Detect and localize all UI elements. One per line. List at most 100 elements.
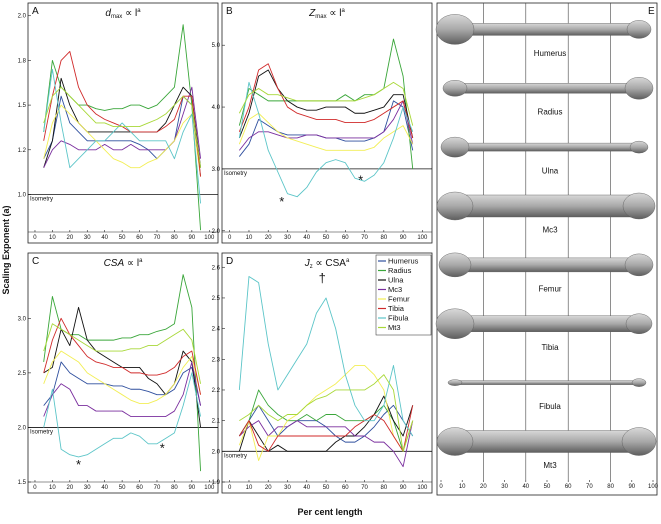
- x-tick-label: 80: [607, 484, 614, 490]
- legend-label: Mt3: [388, 323, 401, 332]
- title-sup: a: [342, 8, 346, 14]
- series-line: [43, 372, 202, 458]
- y-tick-label: 4.0: [212, 105, 221, 111]
- y-tick-label: 2.0: [18, 14, 27, 20]
- bone-end: [435, 14, 475, 45]
- bone-name: Fibula: [539, 402, 561, 411]
- bone-name: Tibia: [541, 343, 559, 352]
- x-tick-label: 60: [565, 484, 572, 490]
- x-tick-label: 30: [84, 235, 91, 241]
- y-tick-label: 2.0: [212, 449, 221, 455]
- y-tick-label: 2.6: [212, 265, 221, 271]
- title-rest: ∝ l: [122, 8, 137, 19]
- x-tick-label: 10: [49, 485, 56, 491]
- bone-end: [625, 313, 653, 334]
- series-line: [43, 350, 202, 404]
- bone-end: [440, 136, 470, 158]
- y-tick-label: 1.5: [18, 103, 27, 109]
- bone-end: [436, 191, 474, 221]
- y-tick-label: 2.2: [212, 388, 221, 394]
- x-tick-label: 80: [171, 235, 178, 241]
- x-tick-label: 0: [33, 235, 37, 241]
- x-tick-label: 60: [136, 235, 143, 241]
- series-line: [238, 364, 414, 461]
- panel-frame: [27, 252, 219, 494]
- bone-image: [442, 77, 654, 100]
- x-tick-label: 70: [154, 235, 161, 241]
- x-tick-label: 40: [101, 235, 108, 241]
- x-tick-label: 30: [284, 235, 291, 241]
- x-tick-label: 60: [136, 485, 143, 491]
- series-line: [43, 317, 202, 395]
- series-line: [238, 404, 414, 443]
- bone-end: [447, 379, 463, 386]
- x-tick-label: 70: [361, 235, 368, 241]
- x-tick-label: 30: [84, 485, 91, 491]
- isometry-label: Isometry: [224, 171, 247, 177]
- bone-end: [622, 192, 656, 220]
- x-tick-label: 50: [323, 485, 330, 491]
- legend-label: Radius: [388, 266, 412, 275]
- series-line: [43, 86, 202, 168]
- x-tick-label: 20: [66, 235, 73, 241]
- y-tick-label: 2.5: [18, 371, 27, 377]
- bone-end: [438, 252, 472, 278]
- title-sup: a: [139, 258, 143, 264]
- bone-end: [436, 427, 474, 456]
- bone-name: Mt3: [543, 461, 557, 470]
- x-tick-label: 90: [400, 235, 407, 241]
- series-line: [238, 389, 414, 452]
- legend-box: [375, 254, 432, 336]
- bone-name: Humerus: [534, 49, 566, 58]
- x-tick-label: 100: [417, 235, 428, 241]
- title-sup: a: [346, 258, 350, 264]
- bone-end: [624, 253, 654, 277]
- bone-shaft: [450, 83, 644, 94]
- series-line: [43, 361, 202, 417]
- x-tick-label: 0: [228, 235, 232, 241]
- x-tick-label: 100: [204, 235, 215, 241]
- y-tick-label: 1.0: [18, 192, 27, 198]
- x-tick-label: 20: [265, 235, 272, 241]
- x-tick-label: 70: [154, 485, 161, 491]
- x-tick-label: 100: [417, 485, 428, 491]
- y-tick-label: 1.9: [212, 480, 221, 486]
- legend-label: Tibia: [388, 304, 405, 313]
- series-line: [238, 81, 414, 198]
- bone-name: Mc3: [542, 225, 558, 234]
- x-tick-label: 50: [119, 485, 126, 491]
- legend-label: Mc3: [388, 285, 402, 294]
- x-tick-label: 60: [342, 235, 349, 241]
- bone-shaft: [450, 194, 644, 218]
- annotation: *: [160, 441, 165, 456]
- title-sup: a: [137, 8, 141, 14]
- x-tick-label: 30: [284, 485, 291, 491]
- title-rest: ∝ l: [327, 8, 342, 19]
- panel-frame: [221, 2, 433, 244]
- x-tick-label: 0: [439, 484, 443, 490]
- series-line: [43, 68, 202, 204]
- panel-frame: [27, 2, 219, 244]
- title-base: d: [105, 8, 111, 19]
- x-tick-label: 10: [246, 235, 253, 241]
- x-tick-label: 40: [303, 485, 310, 491]
- series-line: [238, 63, 414, 139]
- bone-end: [442, 80, 468, 97]
- title-rest: ∝ CSA: [313, 258, 347, 269]
- bone-shaft: [450, 23, 644, 36]
- x-tick-label: 90: [628, 484, 635, 490]
- series-line: [238, 276, 414, 437]
- panel-label: E: [648, 6, 655, 17]
- x-axis-title: Per cent length: [297, 507, 362, 517]
- x-tick-label: 20: [66, 485, 73, 491]
- x-tick-label: 40: [101, 485, 108, 491]
- bone-name: Ulna: [542, 167, 559, 176]
- y-tick-label: 3.0: [18, 316, 27, 322]
- panel-label: C: [32, 256, 39, 267]
- series-line: [43, 104, 202, 177]
- y-tick-label: 3.0: [212, 167, 221, 173]
- panel-label: A: [32, 6, 39, 17]
- bone-end: [626, 20, 652, 39]
- bone-name: Radius: [538, 108, 563, 117]
- panel-title: dmax ∝ la: [105, 8, 141, 20]
